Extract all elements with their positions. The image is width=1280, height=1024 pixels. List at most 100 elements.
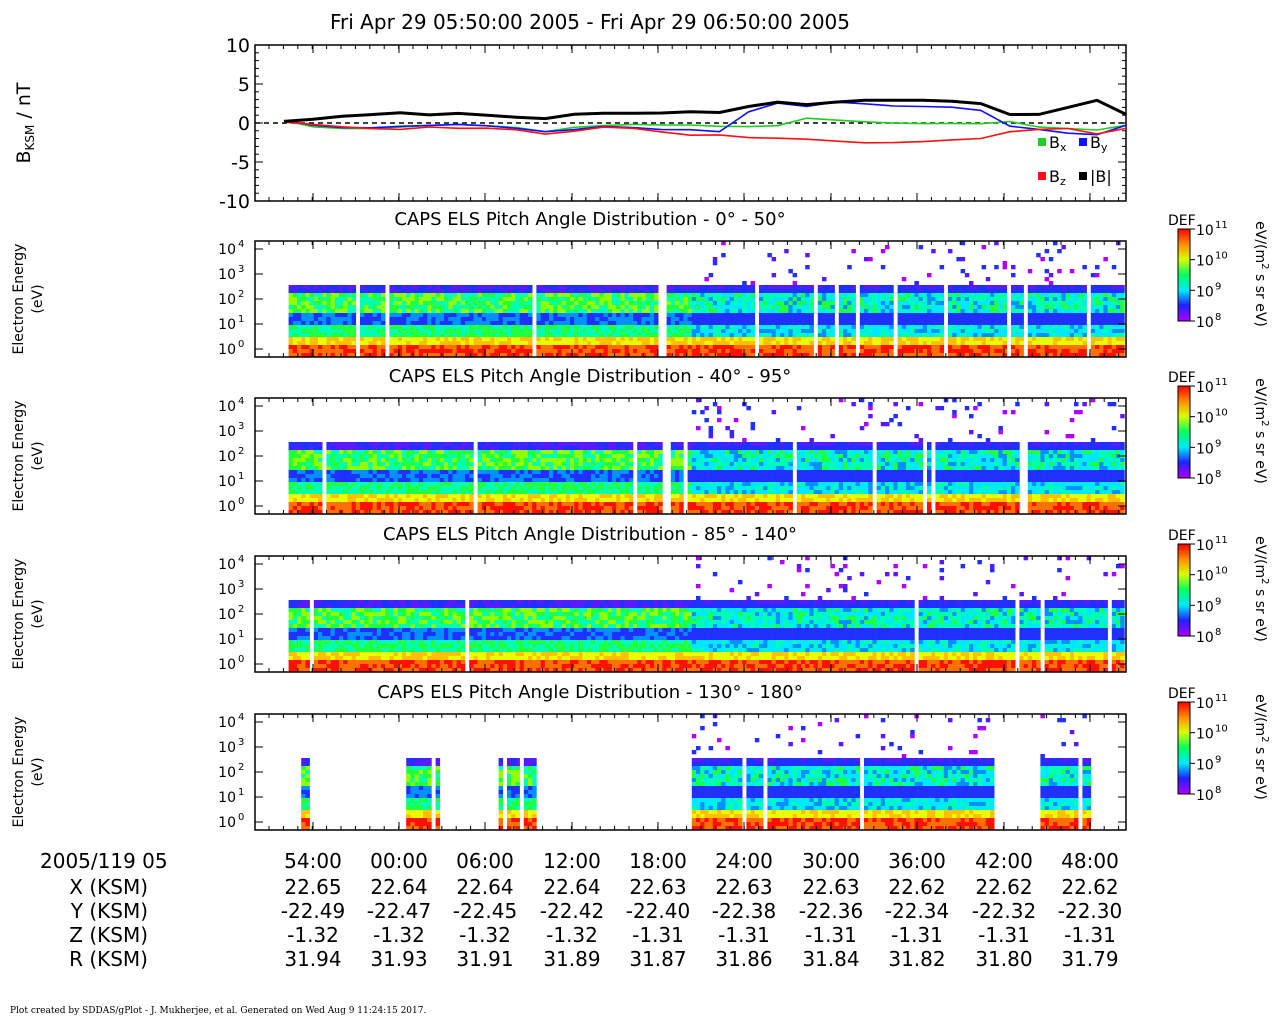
spectrogram-panel-3: CAPS ELS Pitch Angle Distribution - 85° … <box>11 524 1270 673</box>
colorbar <box>1177 385 1191 479</box>
legend-by-swatch <box>1079 138 1087 146</box>
bfield-ytick-label: 10 <box>226 35 250 57</box>
legend-btot-label: |B| <box>1090 167 1112 186</box>
ephemeris-time: 54:00 <box>284 849 342 873</box>
bfield-series-btot <box>283 98 1127 123</box>
legend-by-label: By <box>1090 133 1108 154</box>
spectrogram-ytick-exp: 4 <box>238 712 244 723</box>
ephemeris-value: -1.31 <box>632 923 684 947</box>
spectrogram-ytick-exp: 1 <box>238 629 244 640</box>
spectrogram-ytick-label: 10 <box>218 765 236 781</box>
colorbar-tick-exp: 10 <box>1215 251 1228 262</box>
ephemeris-table: 2005/119 05 X (KSM)Y (KSM)Z (KSM)R (KSM)… <box>40 849 1122 971</box>
colorbar <box>1177 543 1191 637</box>
bfield-ytick-label: -5 <box>231 152 250 174</box>
bfield-ytick-label: 5 <box>238 74 250 96</box>
spectrogram-ytick-exp: 0 <box>238 339 244 350</box>
ephemeris-value: -1.32 <box>287 923 339 947</box>
plot-title: Fri Apr 29 05:50:00 2005 - Fri Apr 29 06… <box>330 10 850 34</box>
spectrogram-title: CAPS ELS Pitch Angle Distribution - 85° … <box>383 524 797 545</box>
spectrogram-ytick-label: 10 <box>218 740 236 756</box>
spectrogram-ytick-label: 10 <box>218 657 236 673</box>
colorbar <box>1177 228 1191 322</box>
spectrogram-ytick-label: 10 <box>218 607 236 623</box>
colorbar-tick-exp: 11 <box>1215 220 1228 231</box>
ephemeris-value: 22.64 <box>543 875 600 899</box>
spectrogram-ytick-exp: 1 <box>238 787 244 798</box>
spectrogram-ylabel: Electron Energy <box>11 244 27 355</box>
spectrogram-ytick-label: 10 <box>218 317 236 333</box>
ephemeris-value: -22.47 <box>367 899 431 923</box>
spectrogram-ytick-exp: 2 <box>238 289 244 300</box>
ephemeris-time: 30:00 <box>802 849 860 873</box>
ephemeris-cells: 54:00 00:00 06:00 12:00 18:00 24:00 30:00 36:00… <box>281 849 1122 971</box>
ephemeris-value: 31.91 <box>456 947 513 971</box>
colorbar-tick-exp: 11 <box>1215 693 1228 704</box>
colorbar-tick-label: 10 <box>1196 472 1214 488</box>
ephemeris-value: 22.64 <box>456 875 513 899</box>
ephemeris-time: 18:00 <box>629 849 687 873</box>
spectrogram-yunit: (eV) <box>30 599 46 628</box>
colorbar-unit: eV/(m2 s sr eV) <box>1252 536 1270 642</box>
ephemeris-value: -22.30 <box>1058 899 1122 923</box>
spectrogram-ytick-label: 10 <box>218 424 236 440</box>
ephemeris-date-label: 2005/119 05 <box>40 849 168 873</box>
ephemeris-value: 22.63 <box>802 875 859 899</box>
spectrogram-ytick-exp: 0 <box>238 812 244 823</box>
ephemeris-value: -22.49 <box>281 899 345 923</box>
spectrogram-frame <box>254 713 1127 831</box>
ephemeris-value: 31.79 <box>1061 947 1118 971</box>
bfield-y-ticks: 10 5 0 -5 -10 <box>219 35 1126 213</box>
spectrogram-title: CAPS ELS Pitch Angle Distribution - 0° -… <box>394 209 785 230</box>
ephemeris-value: -1.31 <box>978 923 1030 947</box>
ephemeris-value: -1.31 <box>805 923 857 947</box>
spectrogram-cells <box>288 398 1125 515</box>
bfield-ylabel: BKSM / nT <box>13 82 37 163</box>
spectrogram-ytick-exp: 4 <box>238 396 244 407</box>
spectrogram-cells <box>301 714 1092 831</box>
spectrogram-ytick-exp: 4 <box>238 554 244 565</box>
colorbar-tick-exp: 8 <box>1215 627 1221 638</box>
colorbar-label: DEF <box>1168 213 1196 229</box>
bfield-series-lines <box>283 98 1127 144</box>
colorbar-tick-label: 10 <box>1196 788 1214 804</box>
ephemeris-value: 31.82 <box>888 947 945 971</box>
ephemeris-time: 48:00 <box>1061 849 1119 873</box>
bfield-series-bz <box>283 121 1127 144</box>
bfield-panel: 10 5 0 -5 -10 BKSM / nT Bx By Bz |B| <box>13 35 1127 213</box>
colorbar-tick-exp: 8 <box>1215 312 1221 323</box>
ephemeris-value: 22.65 <box>284 875 341 899</box>
bfield-legend: Bx By Bz |B| <box>1038 133 1112 188</box>
spectrogram-ytick-label: 10 <box>218 474 236 490</box>
colorbar-tick-label: 10 <box>1196 757 1214 773</box>
bfield-ytick-label: -10 <box>219 191 250 213</box>
spectrogram-title: CAPS ELS Pitch Angle Distribution - 130°… <box>377 682 803 703</box>
spectrogram-ytick-label: 10 <box>218 292 236 308</box>
legend-bz-swatch <box>1038 172 1046 180</box>
spectrogram-ytick-label: 10 <box>218 582 236 598</box>
colorbar-tick-exp: 9 <box>1215 438 1221 449</box>
colorbar-tick-label: 10 <box>1196 411 1214 427</box>
ephemeris-value: 31.93 <box>370 947 427 971</box>
legend-btot-swatch <box>1079 172 1087 180</box>
spectrogram-panel-2: CAPS ELS Pitch Angle Distribution - 40° … <box>11 366 1270 515</box>
spectrogram-ytick-label: 10 <box>218 632 236 648</box>
bfield-ytick-label: 0 <box>238 113 250 135</box>
ephemeris-value: 22.64 <box>370 875 427 899</box>
colorbar-tick-label: 10 <box>1196 223 1214 239</box>
legend-bx-swatch <box>1038 138 1046 146</box>
colorbar-tick-label: 10 <box>1196 284 1214 300</box>
spectrogram-ytick-exp: 2 <box>238 762 244 773</box>
colorbar-tick-label: 10 <box>1196 538 1214 554</box>
ephemeris-value: -22.38 <box>712 899 776 923</box>
spectrogram-yunit: (eV) <box>30 441 46 470</box>
spectrogram-ytick-exp: 2 <box>238 446 244 457</box>
colorbar-tick-exp: 9 <box>1215 754 1221 765</box>
spectrogram-ylabel: Electron Energy <box>11 559 27 670</box>
spectrogram-ytick-exp: 1 <box>238 314 244 325</box>
spectrogram-ytick-label: 10 <box>218 399 236 415</box>
ephemeris-value: 22.62 <box>1061 875 1118 899</box>
spectrogram-cells <box>288 556 1125 673</box>
colorbar-unit: eV/(m2 s sr eV) <box>1252 221 1270 327</box>
colorbar-unit: eV/(m2 s sr eV) <box>1252 694 1270 800</box>
